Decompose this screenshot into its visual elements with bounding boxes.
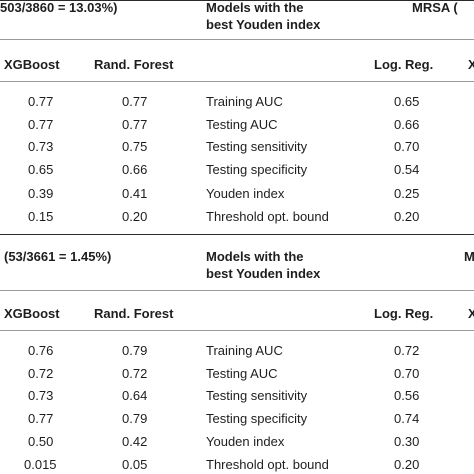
col-header-log-reg: Log. Reg. (374, 57, 434, 72)
cell-rand-forest: 0.75 (122, 139, 148, 154)
cell-metric: Testing AUC (206, 117, 278, 132)
cell-metric: Testing AUC (206, 366, 278, 381)
cell-xgboost: 0.015 (24, 457, 57, 472)
cell-rand-forest: 0.72 (122, 366, 148, 381)
cell-metric: Testing specificity (206, 411, 308, 426)
cell-xgboost: 0.77 (28, 94, 54, 109)
rule (0, 330, 474, 331)
col-header-xgboost: XGBoost (4, 57, 60, 72)
col-header-xgboost: XGBoost (4, 306, 60, 321)
cell-xgboost: 0.50 (28, 434, 54, 449)
cell-log-reg: 0.56 (394, 388, 420, 403)
cell-rand-forest: 0.77 (122, 117, 148, 132)
rule (0, 39, 474, 40)
cell-metric: Testing sensitivity (206, 388, 308, 403)
cell-xgboost: 0.76 (28, 343, 54, 358)
section-2-title-mid-1: Models with the (206, 249, 304, 264)
section-1-title-mid-1: Models with the (206, 0, 304, 15)
cell-rand-forest: 0.64 (122, 388, 148, 403)
cell-xgboost: 0.77 (28, 117, 54, 132)
cell-metric: Youden index (206, 434, 285, 449)
cell-xgboost: 0.72 (28, 366, 54, 381)
section-1-title-right: MRSA ( (412, 0, 458, 15)
rule (0, 81, 474, 82)
cell-metric: Testing specificity (206, 162, 308, 177)
cell-rand-forest: 0.05 (122, 457, 148, 472)
cell-rand-forest: 0.77 (122, 94, 148, 109)
cell-xgboost: 0.73 (28, 139, 54, 154)
cell-rand-forest: 0.79 (122, 343, 148, 358)
rule (0, 290, 474, 291)
section-divider-rule (0, 234, 474, 235)
cell-xgboost: 0.65 (28, 162, 54, 177)
cell-rand-forest: 0.79 (122, 411, 148, 426)
col-header-log-reg: Log. Reg. (374, 306, 434, 321)
cell-log-reg: 0.54 (394, 162, 420, 177)
col-header-rand-forest: Rand. Forest (94, 57, 174, 72)
cell-log-reg: 0.20 (394, 457, 420, 472)
cell-xgboost: 0.77 (28, 411, 54, 426)
col-header-edge: X (468, 57, 474, 72)
cell-rand-forest: 0.41 (122, 186, 148, 201)
cell-log-reg: 0.72 (394, 343, 420, 358)
section-2-title-mid-2: best Youden index (206, 266, 321, 281)
cell-metric: Testing sensitivity (206, 139, 308, 154)
col-header-edge: X (468, 306, 474, 321)
table-top-rule (0, 0, 474, 1)
cell-metric: Threshold opt. bound (206, 209, 329, 224)
cell-log-reg: 0.66 (394, 117, 420, 132)
cell-metric: Threshold opt. bound (206, 457, 329, 472)
cell-xgboost: 0.15 (28, 209, 54, 224)
section-1-title-mid-2: best Youden index (206, 17, 321, 32)
cell-log-reg: 0.70 (394, 139, 420, 154)
cell-metric: Youden index (206, 186, 285, 201)
cell-log-reg: 0.30 (394, 434, 420, 449)
cell-log-reg: 0.70 (394, 366, 420, 381)
section-2-title-right: M (464, 249, 474, 264)
cell-xgboost: 0.73 (28, 388, 54, 403)
cell-log-reg: 0.74 (394, 411, 420, 426)
cell-metric: Training AUC (206, 94, 283, 109)
section-2-title-left: (53/3661 = 1.45%) (4, 249, 112, 264)
cell-log-reg: 0.65 (394, 94, 420, 109)
cell-rand-forest: 0.66 (122, 162, 148, 177)
cell-metric: Training AUC (206, 343, 283, 358)
col-header-rand-forest: Rand. Forest (94, 306, 174, 321)
cell-rand-forest: 0.42 (122, 434, 148, 449)
cell-rand-forest: 0.20 (122, 209, 148, 224)
cell-xgboost: 0.39 (28, 186, 54, 201)
cell-log-reg: 0.25 (394, 186, 420, 201)
section-1-title-left: 503/3860 = 13.03%) (0, 0, 118, 15)
cell-log-reg: 0.20 (394, 209, 420, 224)
